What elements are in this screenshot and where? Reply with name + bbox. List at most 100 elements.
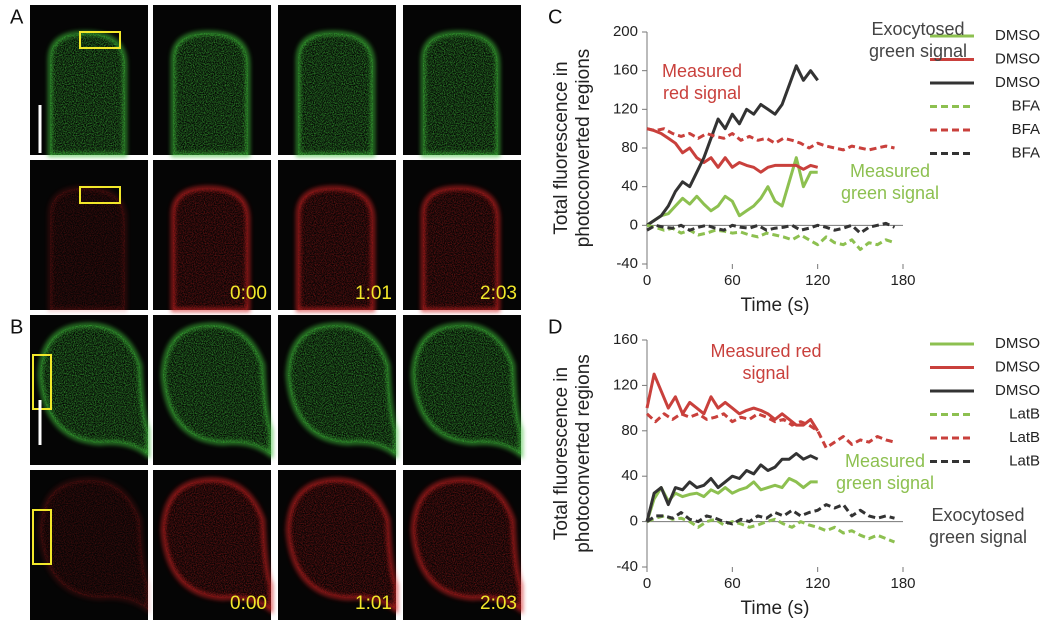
cell-edge (48, 185, 127, 312)
panel-label: C (548, 6, 562, 28)
legend-label: LatB (1009, 405, 1040, 422)
series-line (645, 452, 819, 522)
cell-edge (410, 477, 523, 615)
y-tick-label: -40 (616, 558, 638, 575)
y-tick-label: 160 (613, 331, 638, 348)
cell (423, 33, 498, 155)
annotation: Measured (850, 161, 930, 181)
annotation: Measured (845, 451, 925, 471)
annotation: red signal (663, 83, 741, 103)
cell-edge (171, 185, 250, 312)
roi-box (79, 186, 121, 204)
series-line (646, 64, 819, 227)
y-tick-label: 200 (613, 23, 638, 40)
series-line (646, 127, 819, 174)
cell (423, 188, 498, 310)
roi-box (79, 31, 121, 49)
micrographs: 0:00 1:01 2:03 0:00 1:01 2:03 (30, 5, 523, 620)
series-line (645, 477, 818, 523)
legend-label: LatB (1009, 429, 1040, 446)
timestamp: 0:00 (230, 283, 267, 304)
y-tick-label: -40 (616, 255, 638, 272)
series-line (646, 156, 818, 227)
annotation: green signal (836, 473, 934, 493)
cell-edge (48, 30, 127, 157)
cell (288, 324, 396, 455)
legend-label: DMSO (995, 74, 1040, 91)
y-tick-label: 0 (630, 513, 638, 530)
cell-edge (285, 477, 398, 615)
cell-edge (37, 477, 150, 615)
x-axis-label: Time (s) (741, 598, 810, 619)
y-tick-label: 120 (613, 376, 638, 393)
cell (40, 479, 148, 610)
y-axis-label: photoconverted regions (573, 49, 594, 248)
series-line (646, 223, 895, 251)
y-tick-label: 160 (613, 62, 638, 79)
series-line (646, 503, 895, 526)
timestamp: 2:03 (480, 283, 517, 304)
annotation: Measured (662, 61, 742, 81)
x-tick-label: 0 (643, 272, 651, 289)
cell (288, 479, 396, 610)
roi-box (32, 354, 52, 410)
cell (298, 33, 373, 155)
x-tick-label: 60 (724, 272, 741, 289)
cell (413, 479, 521, 610)
timestamp: 0:00 (230, 593, 267, 614)
legend-label: BFA (1012, 144, 1040, 161)
legend-label: DMSO (995, 27, 1040, 44)
cell (163, 324, 271, 455)
y-tick-label: 40 (621, 178, 638, 195)
legend-label: LatB (1009, 452, 1040, 469)
series-line (646, 127, 895, 152)
annotation: Exocytosed (871, 19, 964, 39)
cell (163, 479, 271, 610)
cell-edge (160, 477, 273, 615)
x-tick-label: 180 (890, 575, 915, 592)
legend-label: BFA (1012, 97, 1040, 114)
x-axis-label: Time (s) (741, 295, 810, 316)
cell-edge (171, 30, 250, 157)
y-tick-label: 80 (621, 422, 638, 439)
panel-label: B (10, 316, 23, 338)
cell (298, 188, 373, 310)
x-tick-label: 120 (805, 575, 830, 592)
cell-edge (421, 30, 500, 157)
y-tick-label: 40 (621, 467, 638, 484)
cell-edge (37, 322, 150, 460)
cell-edge (285, 322, 398, 460)
cell (173, 188, 248, 310)
cell-edge (421, 185, 500, 312)
x-tick-label: 180 (890, 272, 915, 289)
annotation: green signal (869, 41, 967, 61)
timestamp: 1:01 (355, 283, 392, 304)
legend-label: BFA (1012, 121, 1040, 138)
timestamp: 1:01 (355, 593, 392, 614)
y-axis-label: photoconverted regions (573, 354, 594, 553)
cell-edge (296, 30, 375, 157)
cell-edge (160, 322, 273, 460)
legend-label: DMSO (995, 358, 1040, 375)
series-line (645, 412, 895, 450)
panel-label: A (10, 6, 24, 28)
cell (413, 324, 521, 455)
panel-label: D (548, 316, 562, 338)
annotation: signal (742, 363, 789, 383)
cell (50, 33, 125, 155)
series-line (646, 221, 896, 235)
cell (40, 324, 148, 455)
cell-edge (296, 185, 375, 312)
cell-edge (410, 322, 523, 460)
legend-label: DMSO (995, 382, 1040, 399)
annotation: green signal (841, 183, 939, 203)
y-tick-label: 120 (613, 100, 638, 117)
x-tick-label: 120 (805, 272, 830, 289)
legend-label: DMSO (995, 50, 1040, 67)
timestamp: 2:03 (480, 593, 517, 614)
x-tick-label: 0 (643, 575, 651, 592)
y-tick-label: 80 (621, 139, 638, 156)
roi-box (32, 509, 52, 565)
series-line (646, 514, 896, 544)
